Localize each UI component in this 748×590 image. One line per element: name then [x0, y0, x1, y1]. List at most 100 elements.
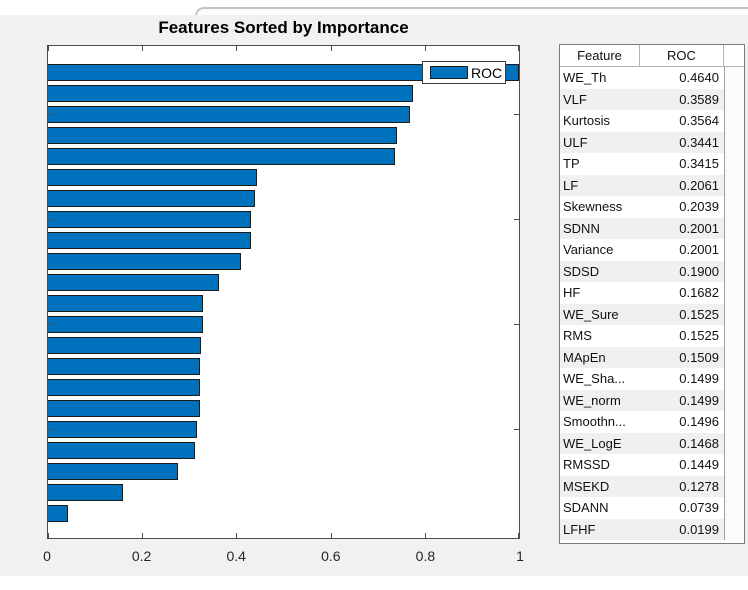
legend-label: ROC — [471, 64, 503, 81]
table-row-WE_Sure[interactable]: WE_Sure 0.1525 — [560, 303, 744, 325]
cell-roc-value[interactable]: 0.1499 — [679, 392, 719, 408]
cell-feature[interactable]: Skewness — [563, 199, 623, 215]
cell-feature[interactable]: WE_Th — [563, 70, 607, 86]
bar-WE_norm — [48, 379, 201, 396]
bar-VLF — [48, 85, 413, 102]
table-row-LFHF[interactable]: LFHF 0.0199 — [560, 518, 744, 540]
bar-chart-plot-area: ROC — [47, 45, 520, 539]
table-row-WE_norm[interactable]: WE_norm 0.1499 — [560, 389, 744, 411]
row-filler — [724, 325, 744, 347]
cell-roc-value[interactable]: 0.2001 — [679, 242, 719, 258]
table-row-SDANN[interactable]: SDANN 0.0739 — [560, 497, 744, 519]
row-filler — [724, 518, 744, 540]
cell-roc-value[interactable]: 0.1449 — [679, 457, 719, 473]
panel-tab-edge — [195, 7, 748, 16]
cell-roc-value[interactable]: 0.1509 — [679, 349, 719, 365]
cell-roc-value[interactable]: 0.1900 — [679, 263, 719, 279]
table-row-Smoothn...[interactable]: Smoothn... 0.1496 — [560, 411, 744, 433]
table-row-SDSD[interactable]: SDSD 0.1900 — [560, 260, 744, 282]
table-row-TP[interactable]: TP 0.3415 — [560, 153, 744, 175]
cell-roc-value[interactable]: 0.1278 — [679, 478, 719, 494]
table-row-Skewness[interactable]: Skewness 0.2039 — [560, 196, 744, 218]
row-filler — [724, 411, 744, 433]
bar-Skewness — [48, 190, 255, 207]
cell-roc-value[interactable]: 0.2039 — [679, 199, 719, 215]
bar-WE_Th — [48, 64, 519, 81]
cell-roc-value[interactable]: 0.2061 — [679, 177, 719, 193]
cell-roc-value[interactable]: 0.3415 — [679, 156, 719, 172]
table-row-ULF[interactable]: ULF 0.3441 — [560, 131, 744, 153]
table-row-WE_Sha...[interactable]: WE_Sha... 0.1499 — [560, 368, 744, 390]
row-filler — [724, 497, 744, 519]
cell-feature[interactable]: RMSSD — [563, 457, 610, 473]
cell-feature[interactable]: MApEn — [563, 349, 606, 365]
cell-feature[interactable]: SDNN — [563, 220, 600, 236]
cell-feature[interactable]: RMS — [563, 328, 592, 344]
cell-feature[interactable]: WE_Sha... — [563, 371, 626, 387]
legend[interactable]: ROC — [422, 61, 506, 84]
row-filler — [724, 217, 744, 239]
bar-RMS — [48, 316, 203, 333]
table-row-RMS[interactable]: RMS 0.1525 — [560, 325, 744, 347]
cell-roc-value[interactable]: 0.0739 — [679, 500, 719, 516]
cell-feature[interactable]: SDSD — [563, 263, 600, 279]
cell-roc-value[interactable]: 0.4640 — [679, 70, 719, 86]
row-filler — [724, 454, 744, 476]
bar-Variance — [48, 232, 251, 249]
cell-roc-value[interactable]: 0.1682 — [679, 285, 719, 301]
cell-feature[interactable]: MSEKD — [563, 478, 610, 494]
cell-feature[interactable]: VLF — [563, 91, 587, 107]
cell-roc-value[interactable]: 0.1468 — [679, 435, 719, 451]
row-filler — [724, 432, 744, 454]
row-filler — [724, 131, 744, 153]
column-header-roc[interactable]: ROC — [640, 45, 724, 66]
cell-roc-value[interactable]: 0.1499 — [679, 371, 719, 387]
cell-feature[interactable]: Smoothn... — [563, 414, 626, 430]
table-row-Kurtosis[interactable]: Kurtosis 0.3564 — [560, 110, 744, 132]
cell-feature[interactable]: Kurtosis — [563, 113, 610, 129]
row-filler — [724, 260, 744, 282]
cell-feature[interactable]: SDANN — [563, 500, 609, 516]
table-row-MSEKD[interactable]: MSEKD 0.1278 — [560, 475, 744, 497]
cell-feature[interactable]: ULF — [563, 134, 588, 150]
cell-feature[interactable]: LFHF — [563, 521, 596, 537]
cell-roc-value[interactable]: 0.0199 — [679, 521, 719, 537]
row-filler — [724, 389, 744, 411]
bar-Smoothn... — [48, 400, 200, 417]
cell-roc-value[interactable]: 0.3589 — [679, 91, 719, 107]
table-row-HF[interactable]: HF 0.1682 — [560, 282, 744, 304]
row-filler — [724, 239, 744, 261]
x-tick-label-0.4: 0.4 — [226, 548, 246, 564]
x-axis-tick-labels: 0 0.2 0.4 0.6 0.8 1 — [0, 548, 748, 566]
x-tick-label-0.2: 0.2 — [131, 548, 152, 564]
cell-roc-value[interactable]: 0.3564 — [679, 113, 719, 129]
cell-roc-value[interactable]: 0.1496 — [679, 414, 719, 430]
cell-feature[interactable]: WE_Sure — [563, 306, 619, 322]
cell-roc-value[interactable]: 0.2001 — [679, 220, 719, 236]
cell-feature[interactable]: WE_LogE — [563, 435, 622, 451]
cell-roc-value[interactable]: 0.1525 — [679, 306, 719, 322]
table-row-WE_Th[interactable]: WE_Th 0.4640 — [560, 67, 744, 89]
row-filler — [724, 282, 744, 304]
cell-feature[interactable]: HF — [563, 285, 581, 301]
cell-roc-value[interactable]: 0.1525 — [679, 328, 719, 344]
table-row-WE_LogE[interactable]: WE_LogE 0.1468 — [560, 432, 744, 454]
table-row-SDNN[interactable]: SDNN 0.2001 — [560, 217, 744, 239]
table-row-MApEn[interactable]: MApEn 0.1509 — [560, 346, 744, 368]
cell-feature[interactable]: LF — [563, 177, 579, 193]
table-row-Variance[interactable]: Variance 0.2001 — [560, 239, 744, 261]
row-filler — [724, 303, 744, 325]
table-row-RMSSD[interactable]: RMSSD 0.1449 — [560, 454, 744, 476]
table-row-LF[interactable]: LF 0.2061 — [560, 174, 744, 196]
cell-feature[interactable]: WE_norm — [563, 392, 621, 408]
table-header-row: Feature ROC — [560, 45, 744, 67]
bar-RMSSD — [48, 442, 195, 459]
feature-roc-table[interactable]: Feature ROC WE_Th 0.4640 VLF 0.3589 Kurtosis… — [559, 44, 745, 544]
cell-feature[interactable]: Variance — [563, 242, 614, 258]
column-header-feature[interactable]: Feature — [560, 45, 640, 66]
cell-feature[interactable]: TP — [563, 156, 580, 172]
bar-HF — [48, 274, 219, 291]
table-row-VLF[interactable]: VLF 0.3589 — [560, 88, 744, 110]
cell-roc-value[interactable]: 0.3441 — [679, 134, 719, 150]
bar-MApEn — [48, 337, 202, 354]
